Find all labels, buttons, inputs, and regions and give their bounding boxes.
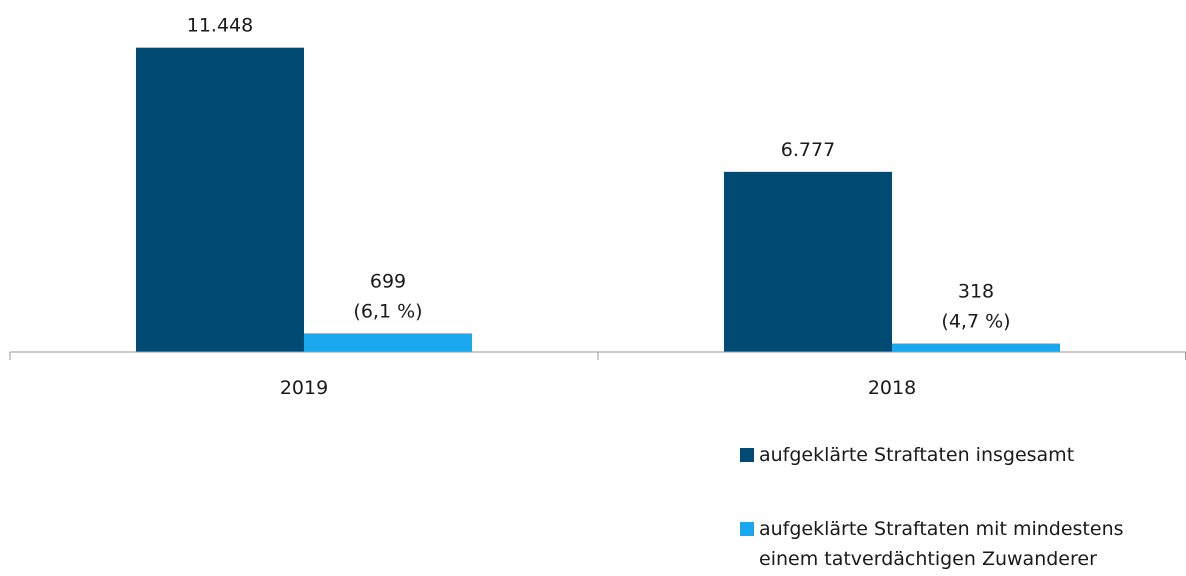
value-label: 318 [958,281,994,303]
bar [724,171,892,352]
legend-swatch [740,448,754,462]
x-tick-label: 2018 [868,377,916,399]
legend-label: aufgeklärte Straftaten insgesamt [759,444,1075,466]
value-label: 699 [370,270,406,292]
legend-label: aufgeklärte Straftaten mit mindestens ei… [759,518,1124,570]
share-label: (4,7 %) [941,311,1010,333]
value-label: 11.448 [187,15,253,37]
legend-item: aufgeklärte Straftaten mit mindestens ei… [740,514,1179,574]
bar [892,343,1060,352]
legend-item: aufgeklärte Straftaten insgesamt [740,440,1179,470]
share-label: (6,1 %) [353,300,422,322]
bar [136,47,304,352]
bar [304,333,472,352]
value-label: 6.777 [781,139,835,161]
legend-swatch [740,522,754,536]
x-tick-label: 2019 [280,377,328,399]
chart: 2019 11.448 699 (6,1 %) 2018 6.777 318 (4,7 %) [9,15,1186,399]
